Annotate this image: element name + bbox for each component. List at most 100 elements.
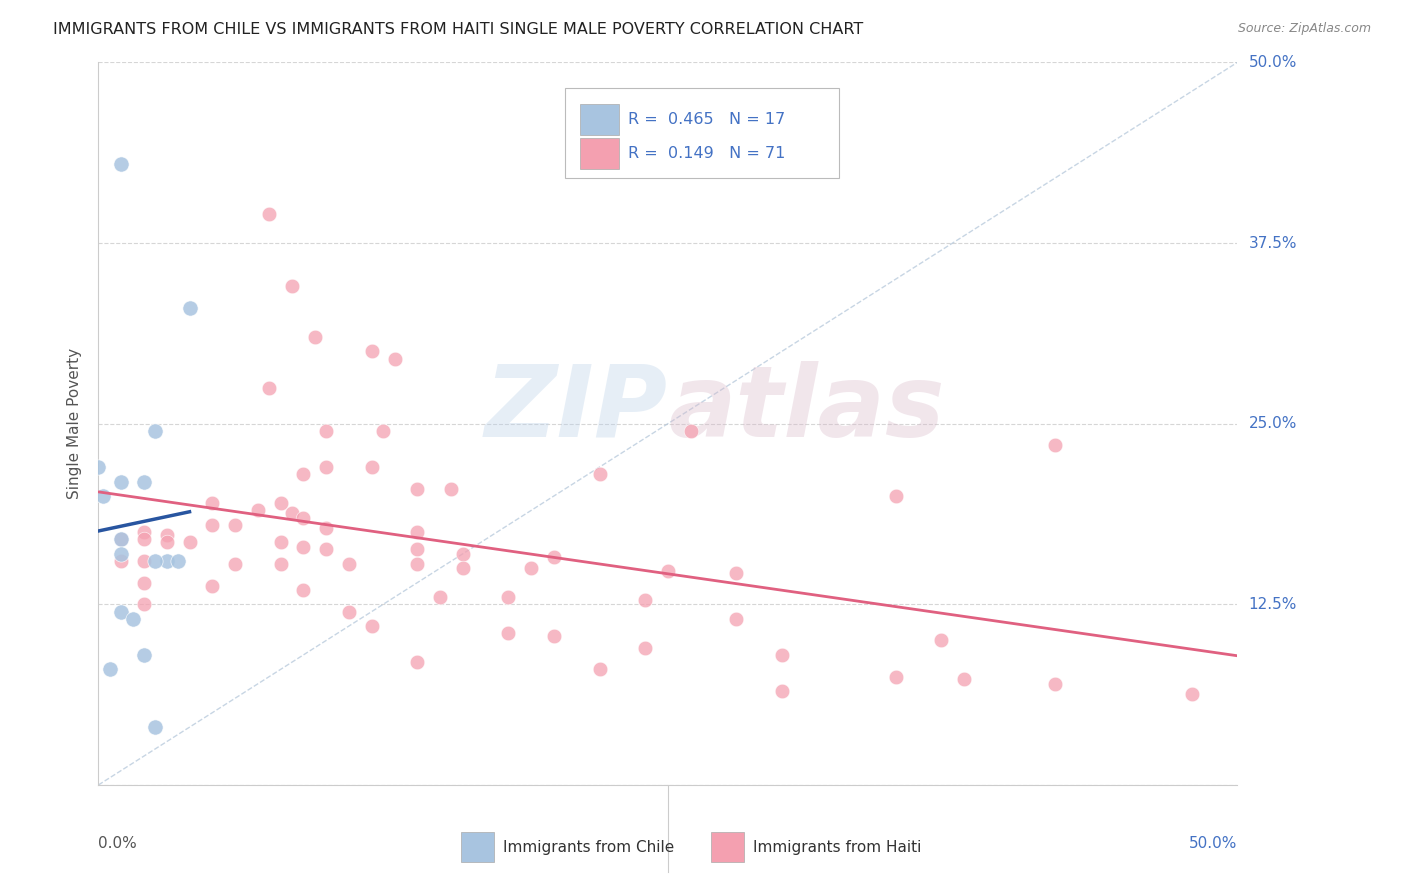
Point <box>292 467 315 482</box>
Point <box>451 561 474 575</box>
Text: atlas: atlas <box>668 360 945 458</box>
Point <box>315 521 337 535</box>
FancyBboxPatch shape <box>461 832 494 863</box>
Point <box>657 564 679 578</box>
Point <box>371 424 394 438</box>
Text: Immigrants from Haiti: Immigrants from Haiti <box>754 840 922 855</box>
Point <box>132 598 155 612</box>
Point <box>770 684 793 698</box>
Point <box>360 619 382 633</box>
Text: R =  0.465   N = 17: R = 0.465 N = 17 <box>628 112 785 127</box>
Point <box>1181 687 1204 701</box>
Point <box>281 506 304 520</box>
Point <box>156 528 179 542</box>
Point <box>91 489 114 503</box>
Point <box>167 554 190 568</box>
Point <box>110 533 132 547</box>
FancyBboxPatch shape <box>711 832 744 863</box>
Point <box>498 626 520 640</box>
Point <box>360 460 382 475</box>
Point <box>132 524 155 539</box>
Point <box>406 655 429 669</box>
Text: 37.5%: 37.5% <box>1249 235 1298 251</box>
Point <box>98 662 121 676</box>
Point <box>588 662 610 676</box>
Point <box>1043 677 1066 691</box>
Point <box>145 720 167 734</box>
Point <box>110 156 132 170</box>
Point <box>588 467 610 482</box>
Point <box>337 605 360 619</box>
Point <box>406 542 429 557</box>
Text: ZIP: ZIP <box>485 360 668 458</box>
Point <box>87 460 110 475</box>
Point <box>634 593 657 607</box>
Point <box>259 380 281 394</box>
Point <box>132 533 155 547</box>
Point <box>953 673 976 687</box>
Point <box>259 207 281 221</box>
Point <box>440 482 463 496</box>
Point <box>429 590 451 604</box>
Point <box>315 542 337 557</box>
Text: IMMIGRANTS FROM CHILE VS IMMIGRANTS FROM HAITI SINGLE MALE POVERTY CORRELATION C: IMMIGRANTS FROM CHILE VS IMMIGRANTS FROM… <box>53 22 863 37</box>
Point <box>406 524 429 539</box>
Point <box>725 612 748 626</box>
Text: 50.0%: 50.0% <box>1249 55 1298 70</box>
Point <box>451 547 474 561</box>
Point <box>132 554 155 568</box>
Point <box>224 517 246 532</box>
Point <box>543 629 565 643</box>
Text: 0.0%: 0.0% <box>98 836 138 851</box>
Point <box>884 669 907 683</box>
Point <box>406 482 429 496</box>
Point <box>132 475 155 489</box>
Text: R =  0.149   N = 71: R = 0.149 N = 71 <box>628 146 786 161</box>
Point <box>121 612 143 626</box>
FancyBboxPatch shape <box>565 87 839 178</box>
Point <box>246 503 269 517</box>
Point <box>201 517 224 532</box>
Point <box>110 547 132 561</box>
Point <box>292 582 315 597</box>
Point <box>145 424 167 438</box>
Point <box>770 648 793 662</box>
Point <box>156 535 179 549</box>
Point <box>498 590 520 604</box>
Point <box>132 575 155 590</box>
Point <box>929 633 952 648</box>
FancyBboxPatch shape <box>581 104 619 135</box>
Point <box>110 605 132 619</box>
Point <box>725 566 748 580</box>
Point <box>406 557 429 571</box>
Point <box>145 554 167 568</box>
Point <box>543 549 565 564</box>
Point <box>270 496 292 510</box>
Point <box>315 424 337 438</box>
Point <box>292 510 315 524</box>
Point <box>201 496 224 510</box>
Point <box>360 344 382 359</box>
Point <box>384 351 406 366</box>
FancyBboxPatch shape <box>581 138 619 169</box>
Point <box>884 489 907 503</box>
Point <box>110 533 132 547</box>
Point <box>179 301 201 315</box>
Point <box>132 648 155 662</box>
Point <box>110 554 132 568</box>
Point <box>520 561 543 575</box>
Point <box>292 540 315 554</box>
Point <box>337 557 360 571</box>
Point <box>270 557 292 571</box>
Y-axis label: Single Male Poverty: Single Male Poverty <box>67 348 83 500</box>
Point <box>156 554 179 568</box>
Point <box>270 535 292 549</box>
Point <box>304 330 326 344</box>
Point <box>679 424 702 438</box>
Point <box>224 557 246 571</box>
Point <box>315 460 337 475</box>
Text: 50.0%: 50.0% <box>1189 836 1237 851</box>
Point <box>179 535 201 549</box>
Text: 25.0%: 25.0% <box>1249 417 1298 431</box>
Point <box>201 578 224 592</box>
